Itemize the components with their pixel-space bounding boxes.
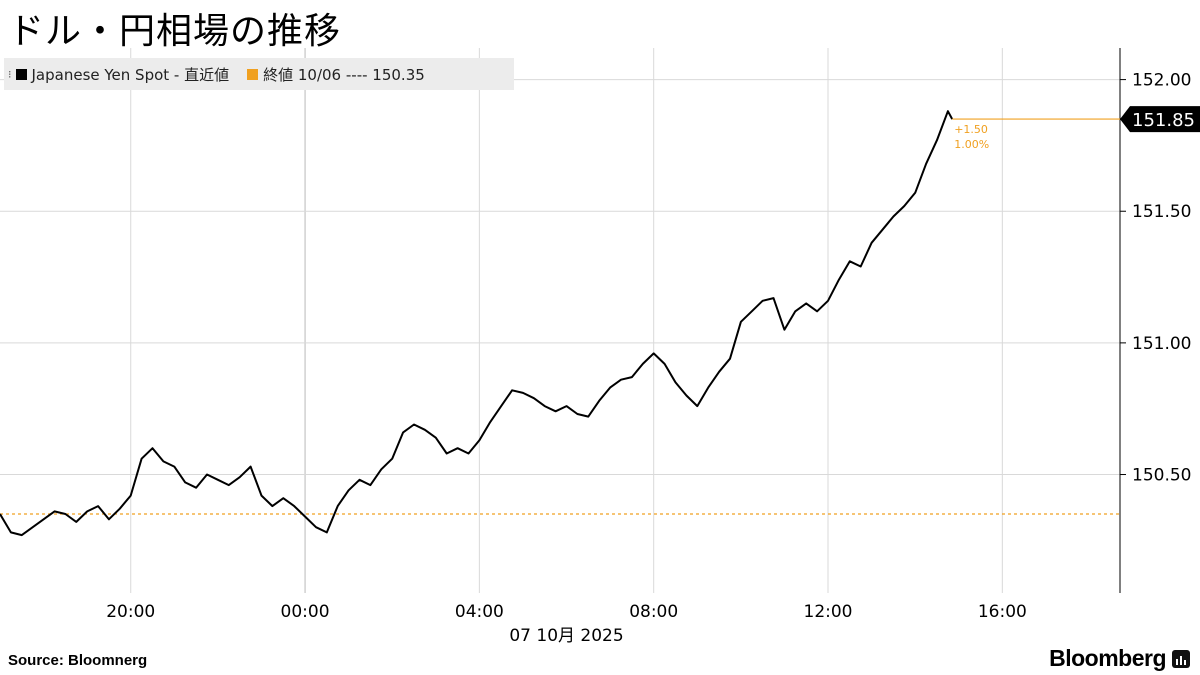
x-tick-label: 16:00 bbox=[978, 602, 1027, 622]
chart-title: ドル・円相場の推移 bbox=[8, 11, 342, 52]
series-line bbox=[0, 110, 954, 537]
legend-label-reference: 終値 10/06 ---- 150.35 bbox=[263, 65, 425, 84]
brand-logo: Bloomberg bbox=[1049, 645, 1190, 672]
legend-swatch-reference bbox=[247, 68, 259, 80]
brand-name: Bloomberg bbox=[1049, 645, 1166, 671]
y-tick-label: 151.00 bbox=[1132, 334, 1191, 354]
last-value-badge bbox=[1120, 106, 1200, 133]
x-tick-label: 20:00 bbox=[106, 602, 155, 622]
bloomberg-terminal-icon bbox=[1172, 649, 1190, 668]
y-tick-label: 150.50 bbox=[1132, 466, 1191, 486]
legend: ⁝ Japanese Yen Spot - 直近値 終値 10/06 ---- … bbox=[4, 58, 514, 90]
x-tick-label: 00:00 bbox=[281, 602, 330, 622]
change-pct-label: 1.00% bbox=[954, 138, 989, 151]
legend-item-series[interactable]: Japanese Yen Spot - 直近値 bbox=[15, 64, 230, 85]
x-tick-label: 04:00 bbox=[455, 602, 504, 622]
legend-item-reference[interactable]: 終値 10/06 ---- 150.35 bbox=[247, 64, 425, 85]
last-value-label: 151.85 bbox=[1132, 110, 1195, 131]
x-axis-label: 07 10月 2025 bbox=[509, 626, 623, 646]
legend-swatch-series bbox=[15, 68, 27, 80]
x-tick-label: 08:00 bbox=[629, 602, 678, 622]
change-abs-label: +1.50 bbox=[954, 123, 988, 136]
source-note: Source: Bloomnerg bbox=[8, 652, 148, 669]
y-tick-label: 152.00 bbox=[1132, 71, 1191, 91]
y-tick-label: 151.50 bbox=[1132, 202, 1191, 222]
x-tick-label: 12:00 bbox=[804, 602, 853, 622]
legend-menu-icon[interactable]: ⁝ bbox=[8, 67, 12, 81]
legend-label-series: Japanese Yen Spot - 直近値 bbox=[31, 65, 230, 84]
